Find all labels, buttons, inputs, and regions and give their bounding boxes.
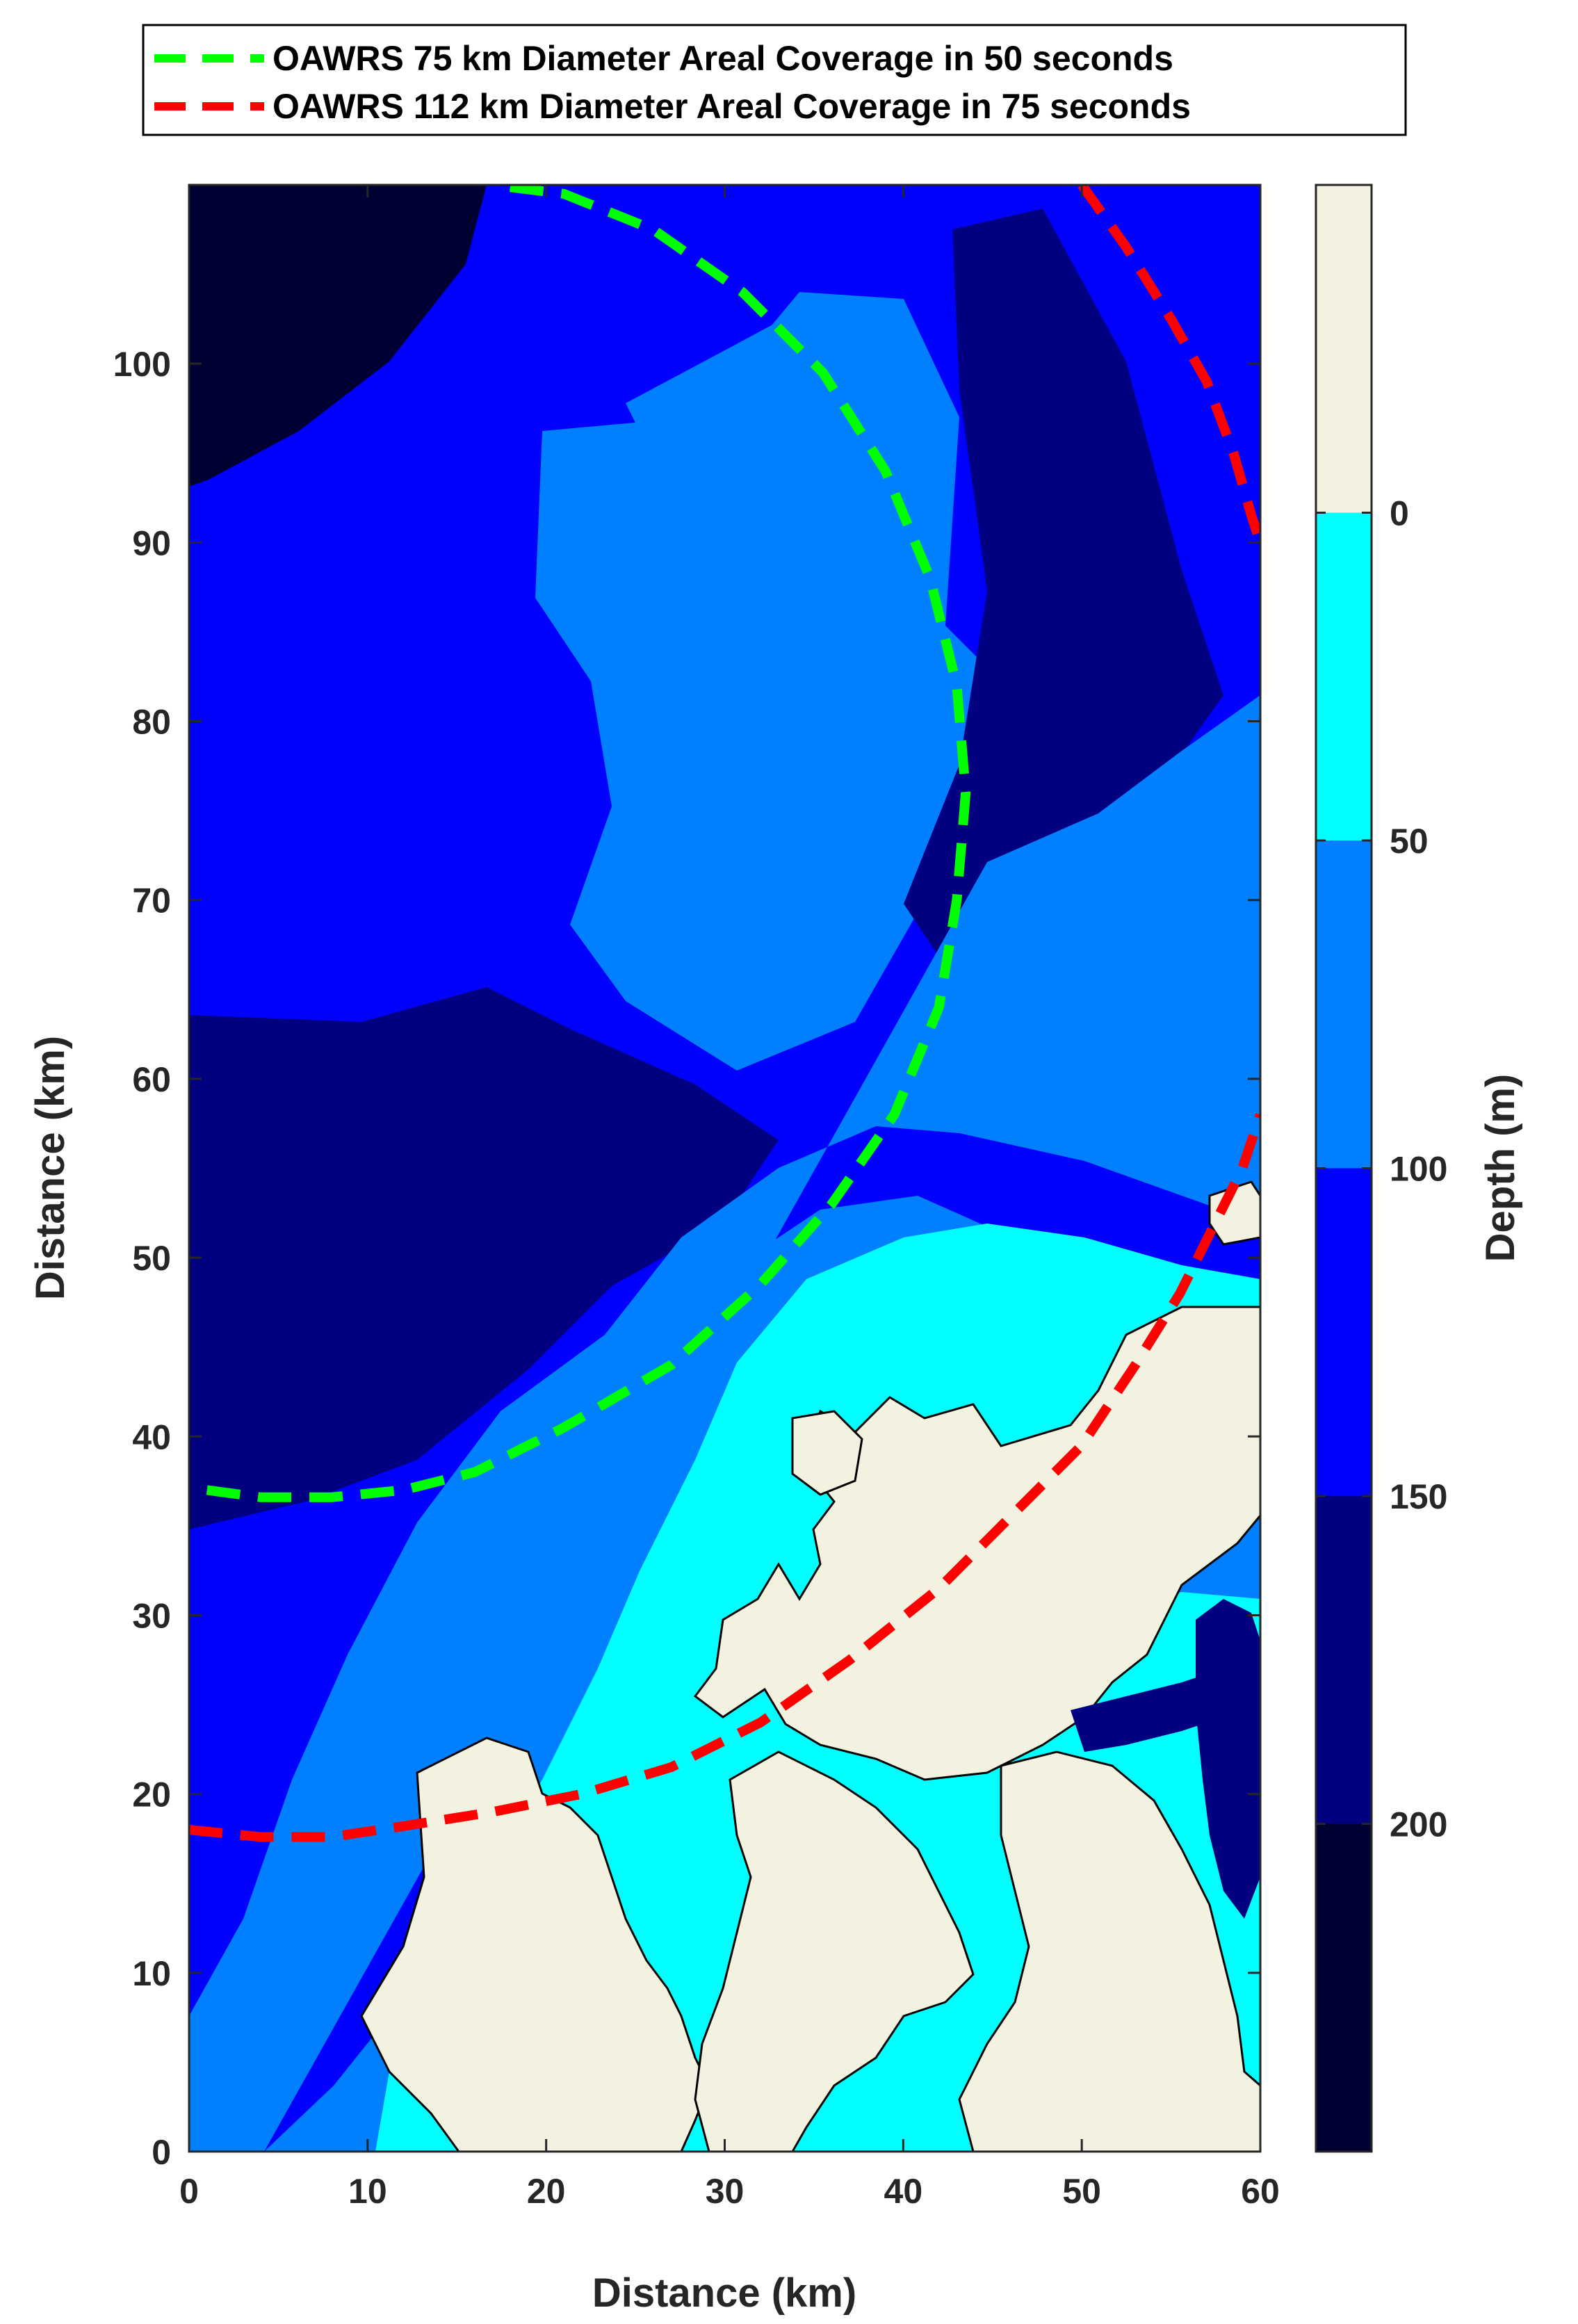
- legend-label-2: OAWRS 112 km Diameter Areal Coverage in …: [273, 87, 1191, 126]
- y-tick-label: 40: [132, 1417, 171, 1456]
- colorbar-band: [1316, 1168, 1372, 1497]
- plot-area: [189, 185, 1260, 2152]
- series-line-3: [1077, 185, 1260, 544]
- x-tick-label: 30: [706, 2172, 745, 2211]
- y-tick-label: 100: [113, 345, 171, 384]
- depth-region-150-200-west: [189, 987, 779, 1529]
- colorbar-title: Depth (m): [1478, 1074, 1523, 1262]
- colorbar: [1316, 185, 1372, 2152]
- land-region-island: [791, 1410, 863, 1496]
- y-tick-label: 20: [132, 1775, 171, 1814]
- y-tick-label: 50: [132, 1239, 171, 1278]
- series-layer: [189, 185, 1260, 1842]
- land-region-islet: [1208, 1180, 1260, 1246]
- legend: OAWRS 75 km Diameter Areal Coverage in 5…: [142, 24, 1407, 136]
- axes-layer: 0 10 20 30 40 50 60 0 10 20 30 40 50 60 70 80 90 100: [113, 185, 1280, 2211]
- colorbar-tick-label: 100: [1390, 1150, 1447, 1189]
- depth-region-deep-northwest: [189, 185, 487, 487]
- y-tick-label: 70: [132, 881, 171, 920]
- y-tick-label: 60: [132, 1060, 171, 1099]
- colorbar-band: [1316, 512, 1372, 841]
- x-axis-title: Distance (km): [592, 2270, 856, 2316]
- y-tick-label: 90: [132, 523, 171, 562]
- y-axis-title: Distance (km): [28, 1036, 73, 1300]
- y-tick-label: 30: [132, 1596, 171, 1635]
- x-tick-label: 40: [884, 2172, 923, 2211]
- depth-region-50-100-north: [626, 299, 876, 514]
- x-tick-label: 10: [348, 2172, 387, 2211]
- x-tick-label: 60: [1241, 2172, 1280, 2211]
- colorbar-tick-label: 200: [1390, 1805, 1447, 1844]
- depth-region-50-100-central: [535, 292, 1015, 1071]
- x-tick-label: 0: [179, 2172, 199, 2211]
- colorbar-band: [1316, 1823, 1372, 2152]
- series-line-2: [189, 1113, 1260, 1842]
- land-region-south-center: [694, 1750, 975, 2152]
- depth-region-150-200-ridge: [904, 209, 1223, 966]
- colorbar-tick-label: 0: [1390, 494, 1409, 533]
- legend-box: [142, 24, 1407, 136]
- series-line-1: [206, 185, 971, 1502]
- colorbar-tick-label: 150: [1390, 1477, 1447, 1516]
- y-tick-label: 80: [132, 703, 171, 742]
- x-tick-label: 50: [1062, 2172, 1101, 2211]
- y-tick-label: 10: [132, 1954, 171, 1993]
- colorbar-tick-label: 50: [1390, 822, 1429, 861]
- deep-channel-east: [1196, 1599, 1260, 1919]
- colorbar-ticks: 0 50 100 150 200: [1316, 494, 1447, 1844]
- colorbar-band: [1316, 840, 1372, 1169]
- legend-label-1: OAWRS 75 km Diameter Areal Coverage in 5…: [273, 39, 1173, 78]
- colorbar-band: [1316, 185, 1372, 513]
- colorbar-band: [1316, 1496, 1372, 1824]
- land-region-southeast: [958, 1750, 1260, 2152]
- x-tick-label: 20: [527, 2172, 566, 2211]
- y-tick-label: 0: [152, 2133, 171, 2172]
